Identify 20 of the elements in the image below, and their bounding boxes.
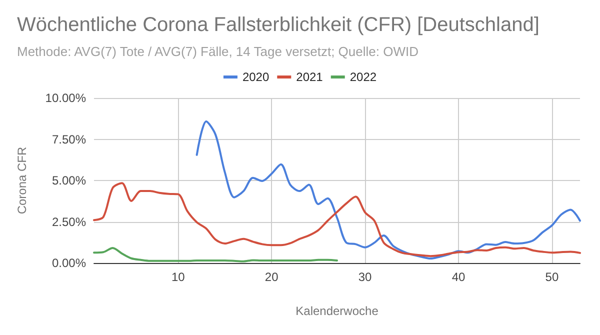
x-tick-label: 30 [358, 270, 372, 284]
line-series [93, 246, 338, 262]
x-tick-label: 50 [545, 270, 559, 284]
legend-label: 2020 [242, 70, 270, 84]
x-tick-label: 10 [171, 270, 186, 284]
x-axis-title: Kalenderwoche [296, 304, 379, 318]
x-tick-label: 40 [452, 270, 466, 284]
line-series [196, 120, 581, 260]
y-tick-label: 10.00% [45, 91, 86, 105]
y-axis-title: Corona CFR [15, 146, 29, 214]
y-tick-label: 2.50% [52, 214, 86, 229]
y-tick-label: 0.00% [52, 256, 86, 270]
chart-title: Wöchentliche Corona Fallsterblichkeit (CFR) [Deutschland] [17, 14, 540, 36]
x-tick-label: 20 [264, 270, 279, 284]
chart-subtitle: Methode: AVG(7) Tote / AVG(7) Fälle, 14 Tage versetzt; Quelle: OWID [17, 44, 418, 59]
legend-label: 2021 [296, 70, 324, 84]
y-tick-label: 7.50% [52, 132, 86, 146]
y-tick-label: 5.00% [52, 174, 86, 188]
legend-label: 2022 [350, 70, 377, 84]
line-series [93, 182, 581, 258]
